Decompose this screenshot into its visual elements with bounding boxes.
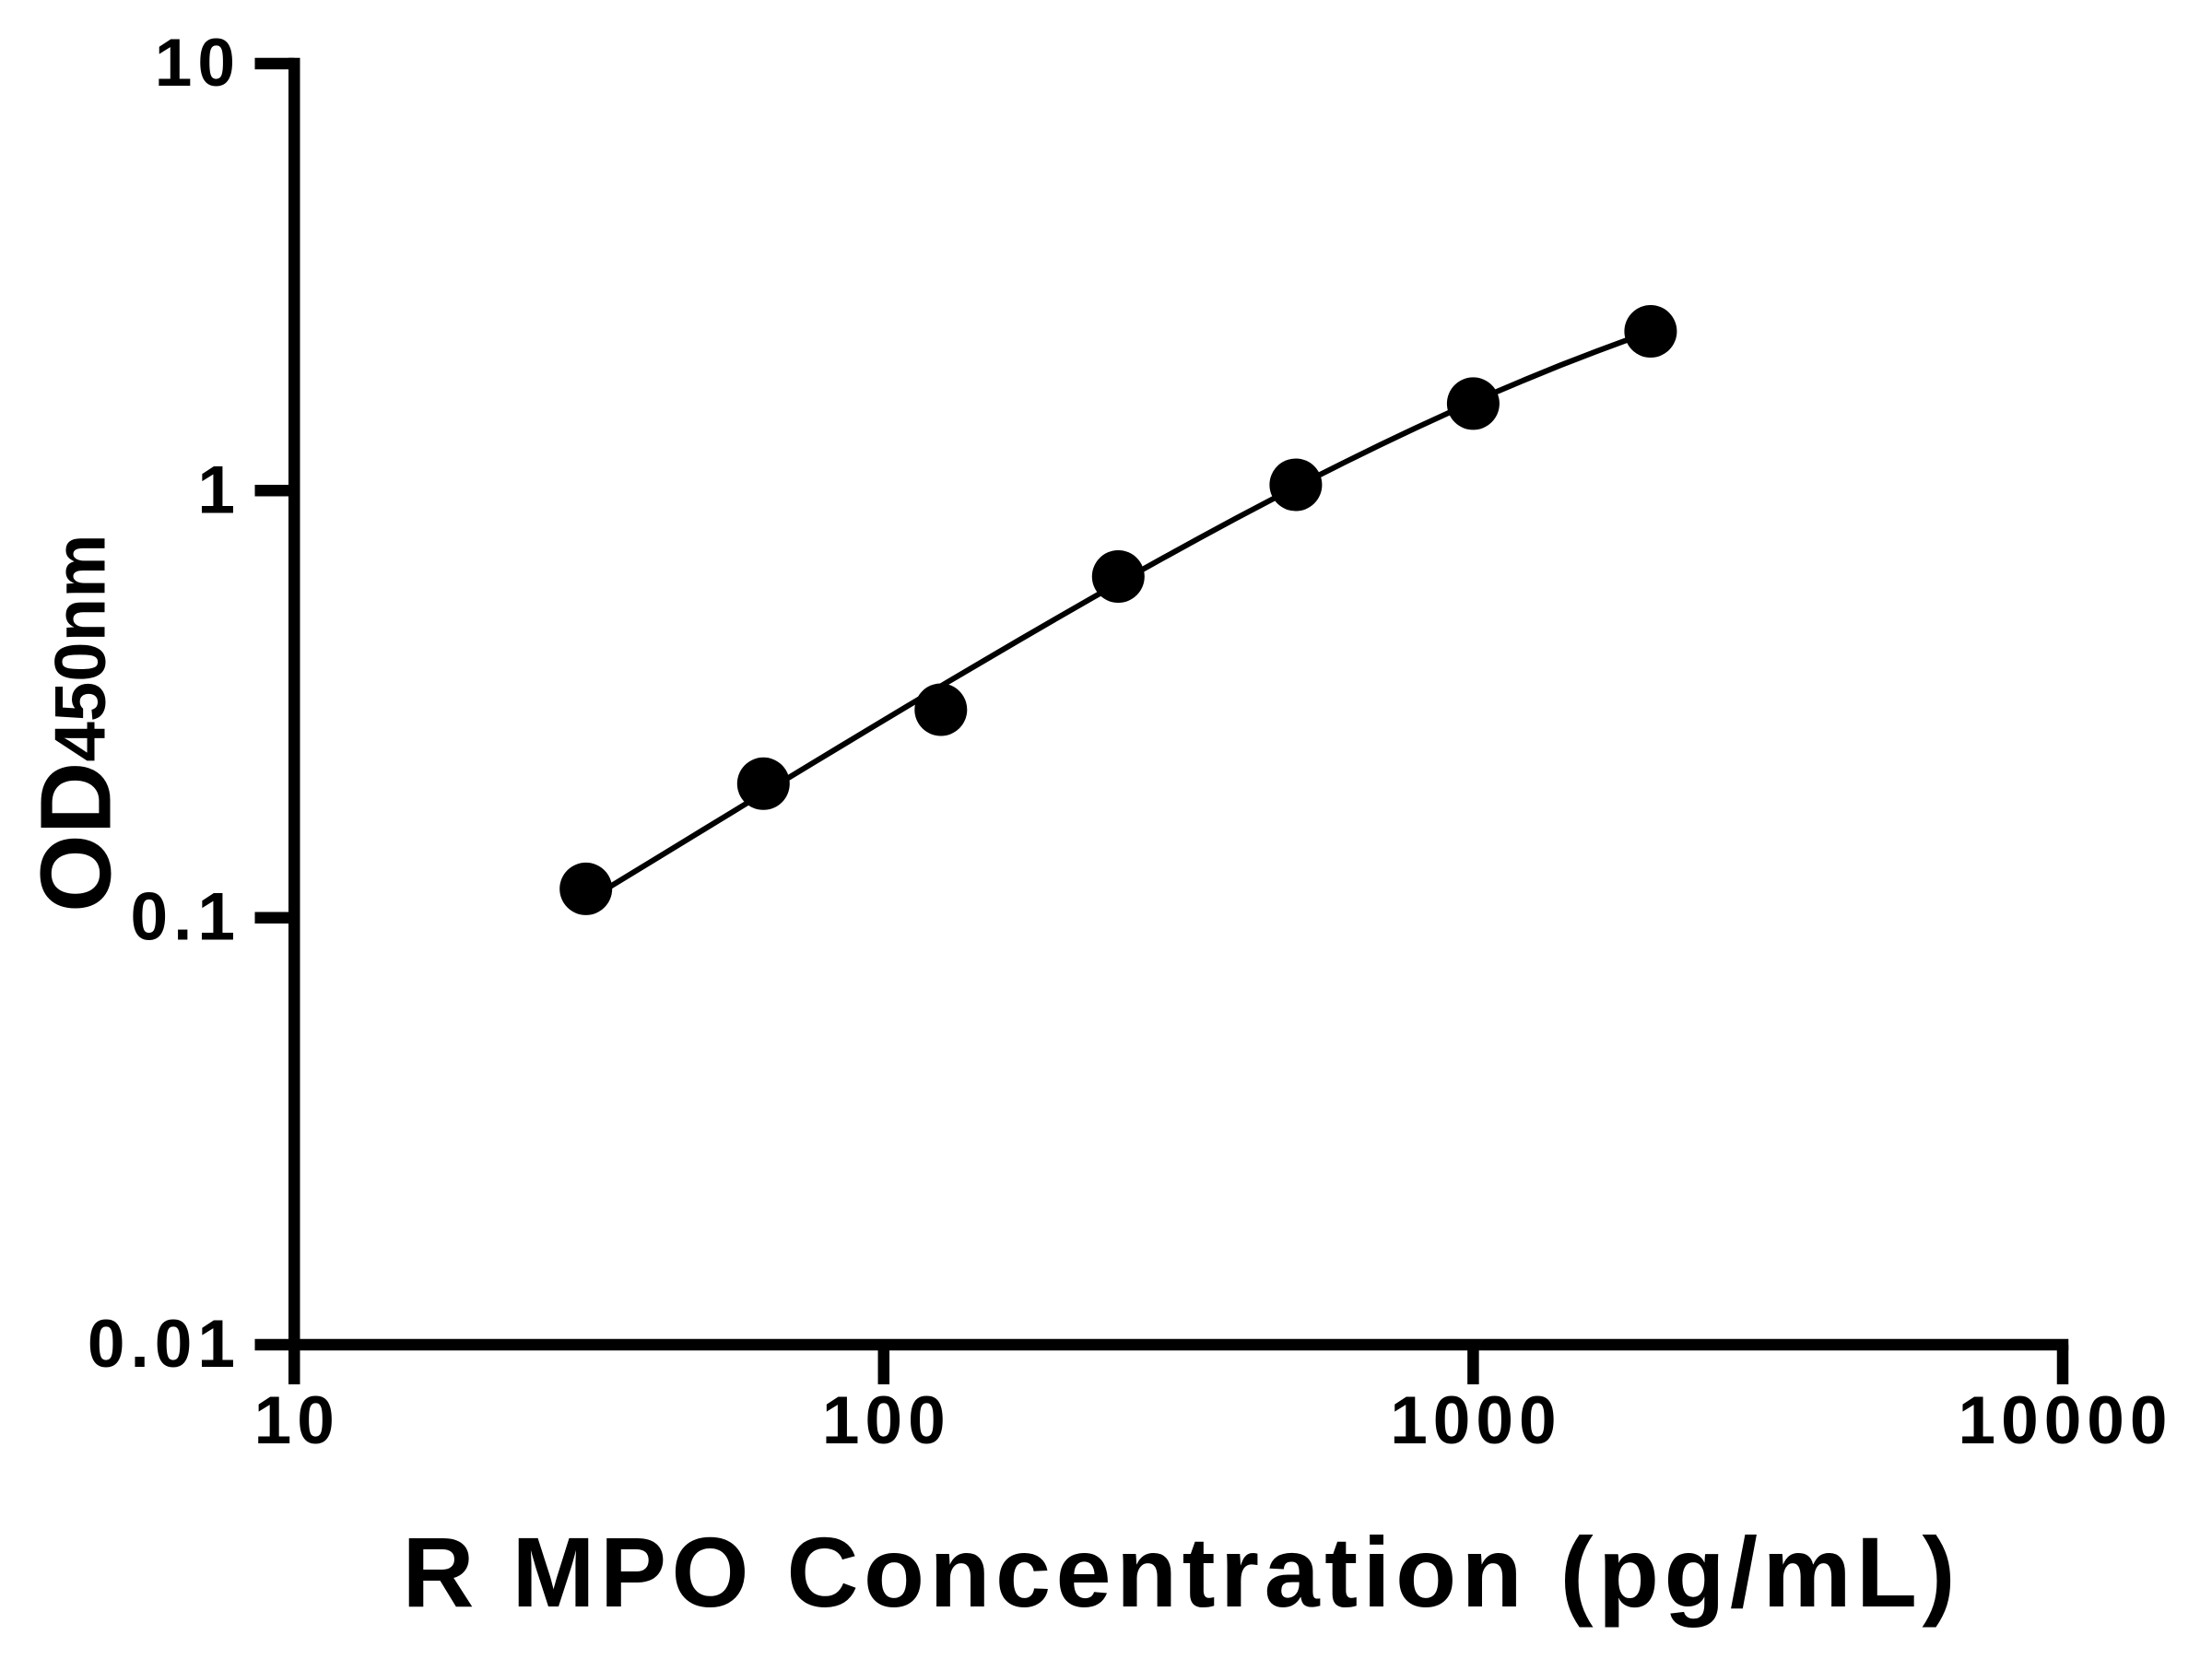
svg-text:OD450nm: OD450nm bbox=[20, 534, 133, 912]
svg-text:10: 10 bbox=[254, 1383, 340, 1458]
svg-text:10: 10 bbox=[155, 26, 241, 100]
svg-text:100: 100 bbox=[822, 1383, 951, 1458]
svg-text:1: 1 bbox=[197, 453, 241, 527]
svg-text:1000: 1000 bbox=[1390, 1383, 1561, 1458]
svg-text:10000: 10000 bbox=[1959, 1383, 2173, 1458]
svg-text:R MPO Concentration (pg/mL): R MPO Concentration (pg/mL) bbox=[403, 1516, 1960, 1628]
svg-text:0.01: 0.01 bbox=[88, 1307, 241, 1382]
svg-text:0.1: 0.1 bbox=[131, 880, 241, 955]
